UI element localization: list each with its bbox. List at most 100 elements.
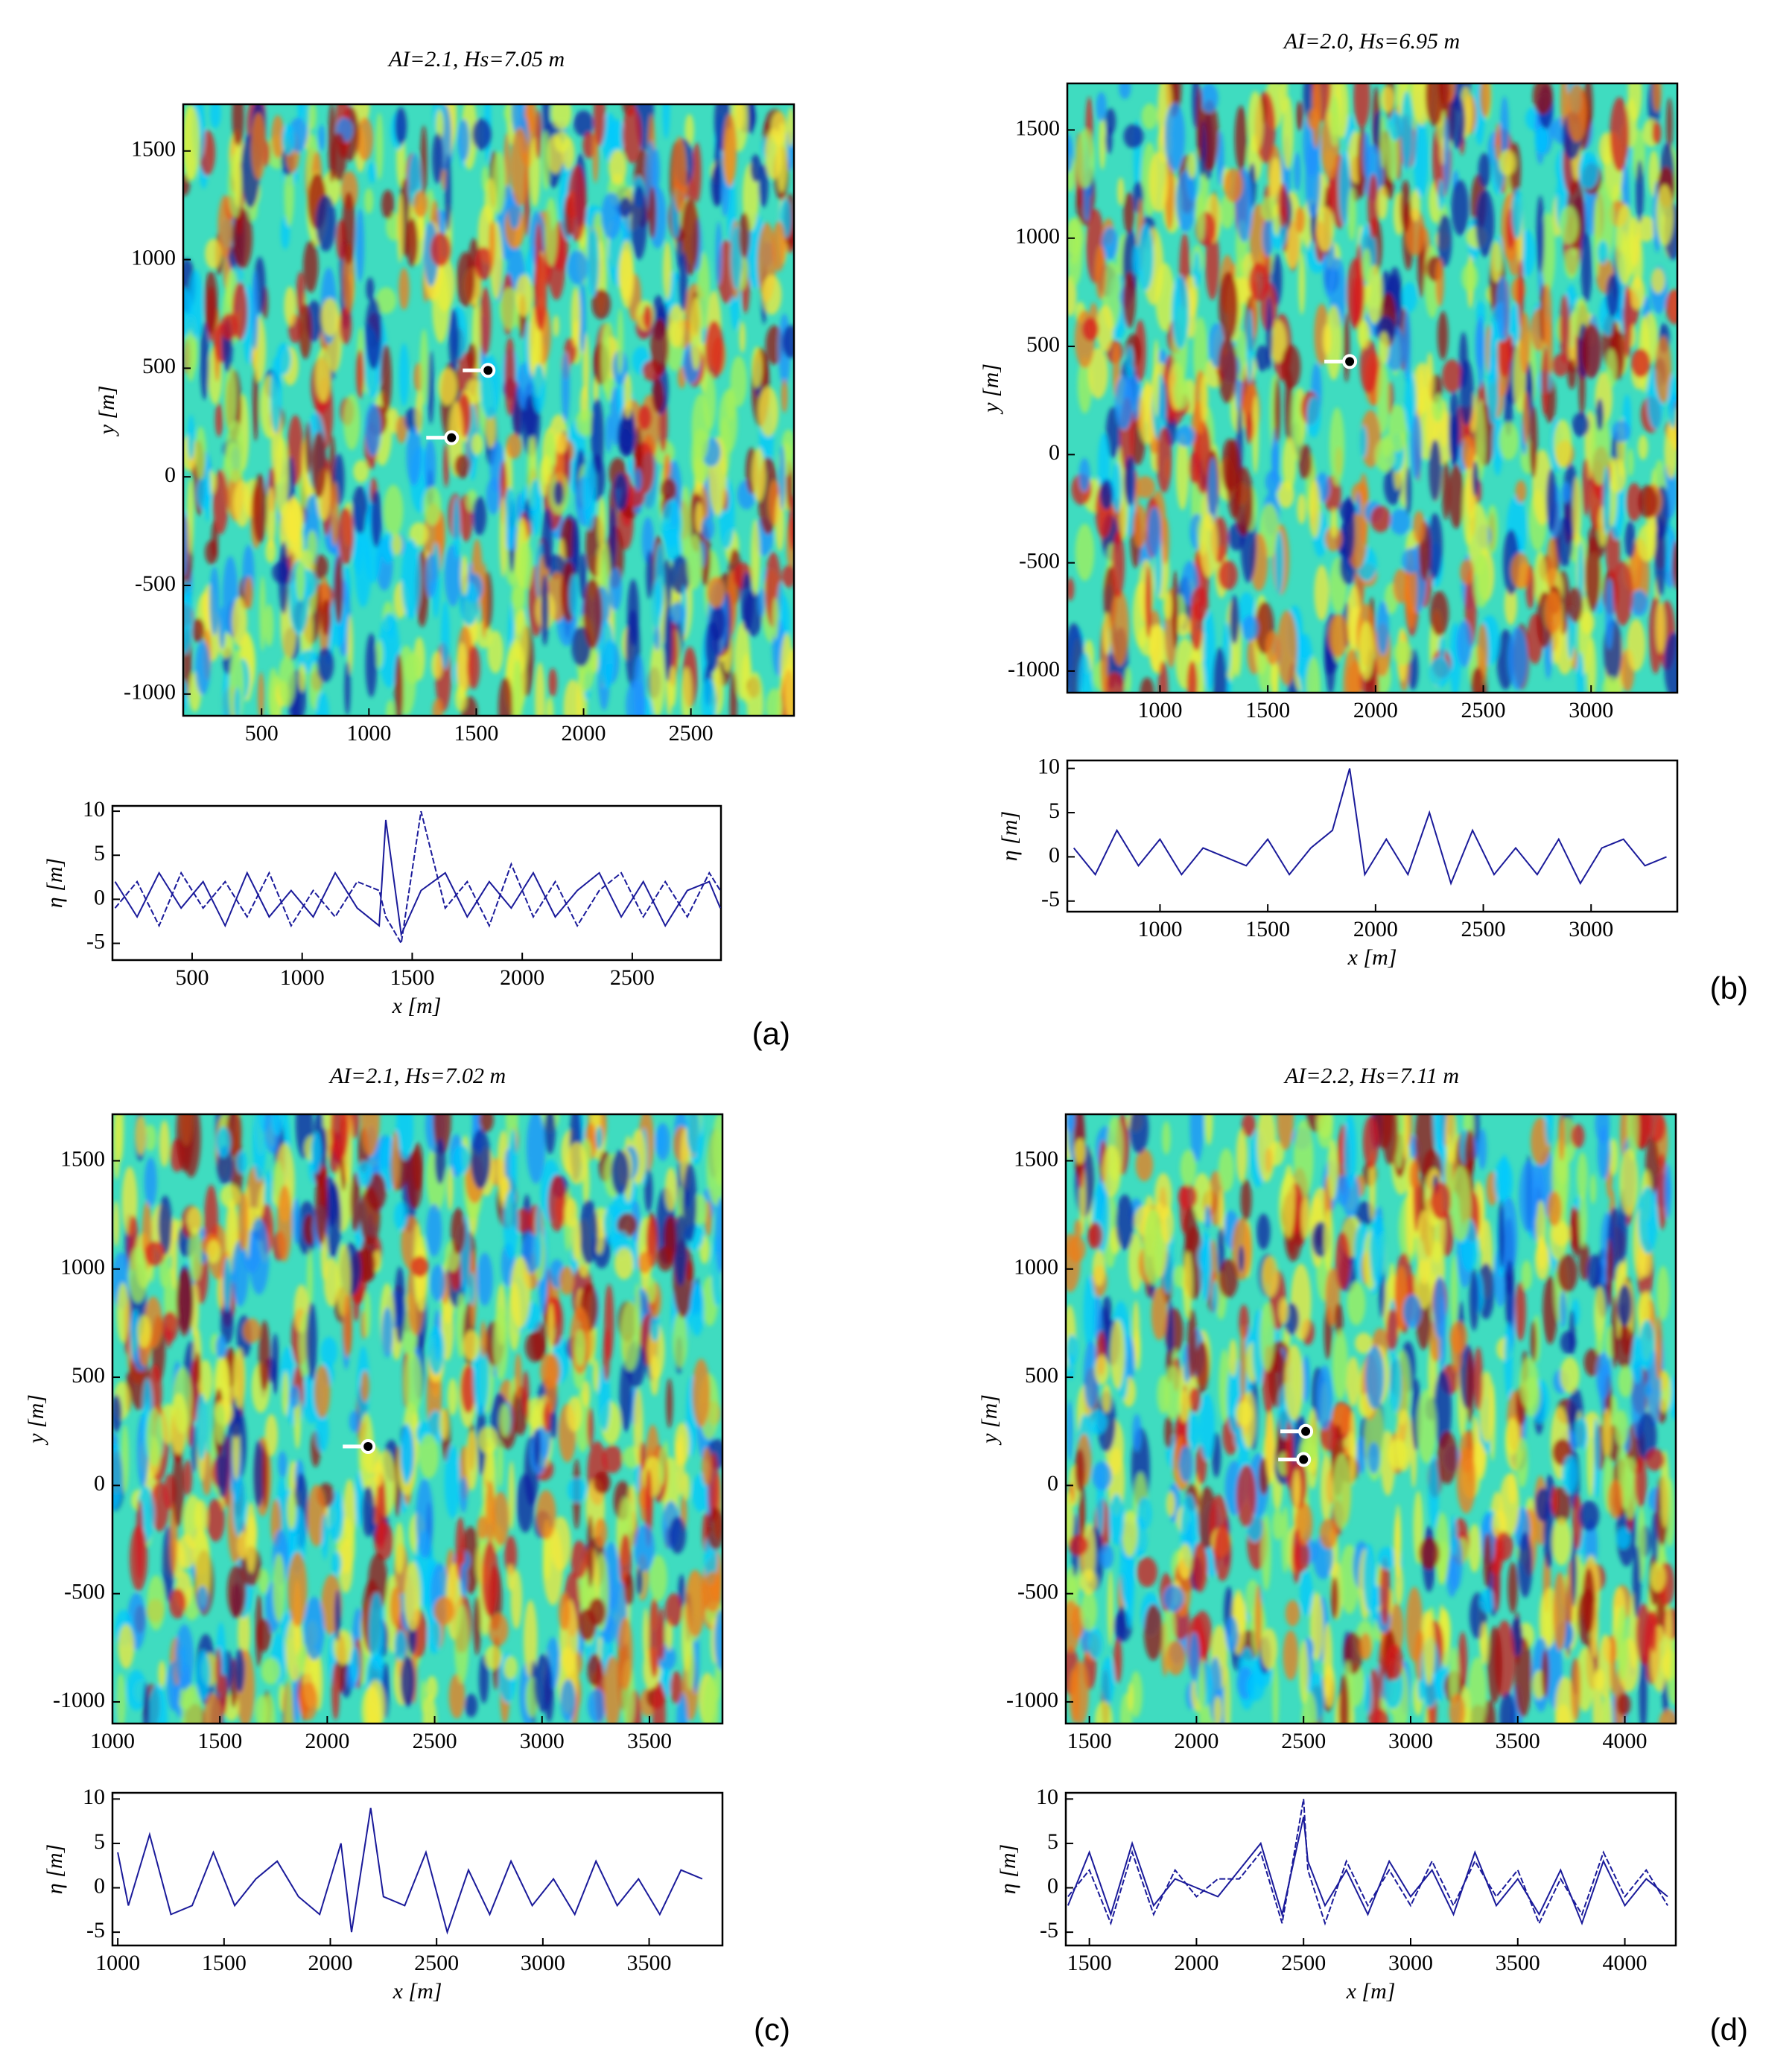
wave-crest (542, 454, 552, 486)
y-tick-label: 0 (94, 885, 105, 909)
wave-crest (1618, 1365, 1633, 1397)
wave-crest (617, 383, 624, 416)
wave-crest (144, 1157, 157, 1207)
wave-crest (729, 671, 737, 716)
y-axis-label: η [m] (997, 811, 1022, 861)
wave-crest (330, 481, 339, 547)
wave-crest (1568, 586, 1583, 623)
wave-crest (1552, 1572, 1567, 1651)
wave-crest (261, 1439, 269, 1509)
y-tick-label: 10 (1038, 755, 1060, 779)
wave-crest (353, 460, 369, 483)
wave-crest (1268, 320, 1287, 363)
wave-crest (444, 1445, 461, 1519)
wave-crest (1117, 177, 1125, 206)
eta-line (117, 1808, 703, 1935)
wave-crest (415, 390, 423, 434)
wave-crest (1665, 1604, 1673, 1683)
wave-crest (1627, 83, 1642, 121)
wave-crest (1177, 613, 1190, 637)
wave-crest (1471, 667, 1484, 693)
wave-crest (1300, 1569, 1313, 1616)
wave-crest (553, 314, 559, 337)
wave-crest (321, 1513, 328, 1560)
wave-crest (306, 1248, 314, 1315)
y-tick-label: 0 (165, 463, 176, 487)
wave-crest (171, 1216, 178, 1290)
x-tick-label: 2500 (1281, 1729, 1326, 1753)
wave-crest (503, 1189, 519, 1260)
wave-crest (1299, 1639, 1309, 1704)
wave-crest (607, 119, 626, 152)
wave-crest (1428, 1455, 1439, 1529)
wave-crest (1246, 309, 1254, 384)
wave-crest (1564, 247, 1579, 279)
wave-crest (1355, 1332, 1373, 1354)
wave-crest (296, 271, 305, 317)
wave-crest (1505, 1260, 1515, 1330)
wave-crest (390, 1586, 401, 1627)
wave-crest (1219, 271, 1239, 341)
y-tick-label: 1000 (1014, 1255, 1058, 1280)
wave-crest (1128, 1233, 1144, 1292)
wave-crest (1578, 1191, 1587, 1248)
y-tick-label: 0 (1047, 1471, 1058, 1496)
wave-crest (779, 445, 786, 511)
wave-crest (1393, 568, 1409, 604)
wave-crest (1532, 83, 1553, 115)
wave-crest (1580, 323, 1602, 379)
x-tick-label: 1500 (454, 721, 498, 746)
x-tick-label: 2500 (1461, 917, 1506, 941)
wave-crest (118, 1624, 135, 1669)
wave-crest (223, 1257, 232, 1312)
wave-crest (787, 107, 794, 147)
wave-crest (363, 1291, 371, 1338)
wave-crest (618, 250, 634, 300)
wave-crest (1102, 1384, 1111, 1413)
wave-crest (144, 1124, 156, 1152)
wave-crest (658, 1607, 666, 1662)
wave-crest (1335, 1231, 1350, 1291)
wave-crest (112, 1394, 122, 1432)
wave-crest (1582, 458, 1590, 517)
wave-crest (750, 154, 761, 182)
wave-crest (233, 142, 241, 208)
wave-crest (194, 1352, 201, 1385)
wave-crest (535, 662, 545, 716)
wave-crest (1069, 1668, 1080, 1724)
chart-title: AI=2.1, Hs=7.05 m (387, 47, 565, 72)
wave-crest (1431, 393, 1444, 422)
wave-crest (1544, 591, 1562, 634)
wave-crest (1074, 1138, 1086, 1164)
wave-crest (534, 1654, 553, 1712)
wave-crest (297, 104, 305, 122)
wave-crest (1283, 1630, 1299, 1680)
y-tick-label: -1000 (1008, 657, 1060, 682)
wave-crest (144, 1241, 165, 1267)
wave-crest (1066, 1334, 1078, 1365)
wave-crest (1413, 118, 1429, 197)
wave-crest (781, 565, 794, 588)
wave-crest (368, 1592, 384, 1671)
wave-crest (323, 1257, 340, 1307)
wave-crest (334, 1589, 341, 1642)
wave-crest (492, 1491, 509, 1546)
wave-crest (587, 1654, 603, 1686)
eta-line (1073, 768, 1667, 886)
wave-crest (1638, 1187, 1658, 1254)
wave-crest (705, 320, 724, 379)
wave-crest (1066, 1400, 1073, 1461)
wave-crest (1245, 412, 1254, 445)
wave-crest (1200, 375, 1209, 422)
wave-field (1066, 1114, 1676, 1724)
wave-crest (1248, 91, 1263, 153)
wave-crest (541, 130, 550, 191)
wave-crest (244, 576, 253, 610)
wave-crest (1519, 1357, 1539, 1410)
wave-crest (1636, 1411, 1657, 1461)
wave-crest (646, 1277, 656, 1304)
wave-crest (1327, 614, 1349, 658)
wave-crest (1626, 483, 1643, 521)
wave-crest (456, 642, 468, 701)
wave-crest (1335, 1175, 1350, 1207)
